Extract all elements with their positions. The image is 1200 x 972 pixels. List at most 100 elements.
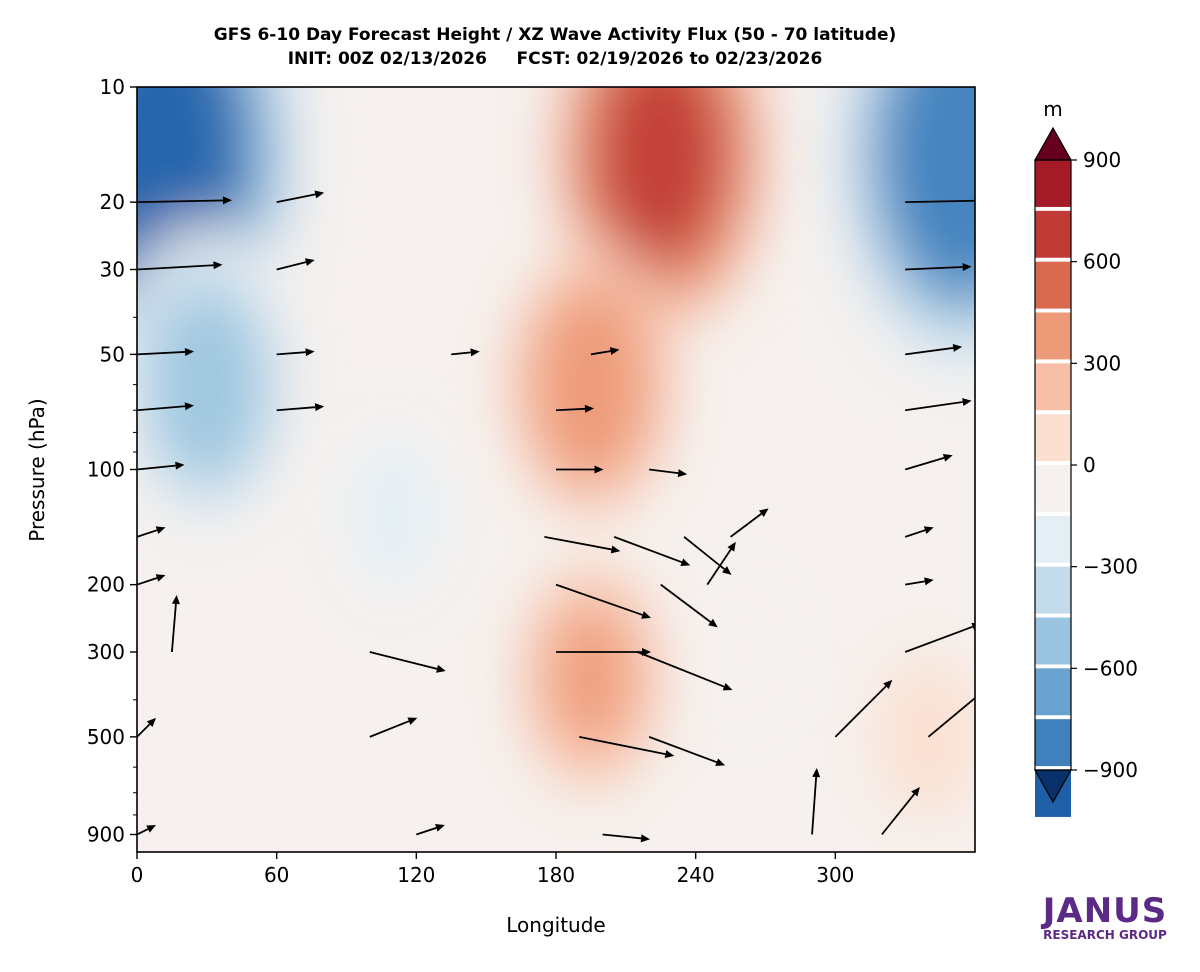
flux-vector (648, 468, 688, 478)
colorbar-tick-label: 600 (1083, 250, 1121, 274)
flux-vector (648, 736, 726, 766)
flux-vector-shaft (137, 199, 224, 204)
y-tick-label: 500 (87, 725, 125, 749)
flux-vector (555, 583, 651, 619)
flux-vector-shaft (904, 456, 945, 471)
flux-vector-head (184, 402, 194, 411)
flux-vector-head (435, 824, 445, 832)
y-axis-label: Pressure (hPa) (25, 398, 49, 541)
flux-vector-shaft (637, 651, 725, 688)
flux-vector (683, 536, 732, 575)
flux-vector-head (222, 196, 232, 205)
y-axis: 10 20 30 50 100 200 300 500 900 (87, 75, 137, 846)
flux-vector-head (812, 767, 821, 778)
x-tick-label: 120 (397, 863, 435, 887)
flux-vector (579, 735, 675, 759)
flux-vector-head (911, 786, 920, 797)
flux-vector-head (942, 454, 953, 462)
flux-vector-head (708, 618, 718, 628)
flux-vector-head (213, 261, 223, 270)
colorbar-bin (1035, 465, 1071, 512)
flux-vector-shaft (905, 347, 954, 356)
colorbar-bin (1035, 617, 1071, 665)
flux-vector-shaft (648, 468, 679, 475)
x-axis: 0 60 120 180 240 300 (131, 852, 854, 887)
flux-vector-head (722, 682, 733, 691)
colorbar-bin (1035, 515, 1071, 563)
flux-vector (276, 348, 315, 357)
flux-vector (544, 535, 621, 554)
flux-vector-head (976, 689, 985, 698)
colorbar-bin (1035, 719, 1071, 767)
flux-vector (276, 190, 325, 204)
y-tick-label: 100 (87, 458, 125, 482)
wave-flux-vectors (137, 190, 1000, 843)
flux-vector (137, 574, 166, 586)
flux-vector-shaft (811, 776, 818, 835)
flux-vector (613, 536, 691, 566)
colorbar-tick-label: −900 (1083, 758, 1138, 782)
flux-vector-head (146, 717, 156, 728)
flux-vector-shaft (834, 685, 887, 738)
flux-vector (905, 398, 972, 412)
flux-vector-head (991, 196, 1000, 204)
flux-vector-shaft (904, 625, 974, 653)
flux-vector-head (758, 508, 769, 517)
janus-logo: JANUS RESEARCH GROUP (1041, 891, 1167, 942)
flux-vector-shaft (171, 603, 177, 653)
flux-vector-shaft (555, 583, 643, 616)
flux-vector-shaft (904, 529, 926, 538)
flux-vector-shaft (602, 833, 642, 840)
anomaly-contour-1-3 (884, 87, 975, 287)
flux-vector-shaft (905, 401, 963, 412)
flux-vector (660, 583, 718, 628)
flux-vector (905, 343, 963, 356)
flux-vector-head (584, 404, 594, 413)
flux-vector (137, 461, 185, 471)
flux-vector-head (883, 679, 893, 690)
plot-area (136, 86, 1000, 853)
flux-vector-head (641, 611, 651, 619)
flux-vector-shaft (555, 407, 586, 412)
anomaly-contour-3-3 (352, 448, 434, 579)
flux-vector-head (962, 398, 972, 406)
flux-vector (137, 824, 156, 836)
flux-vector-shaft (544, 535, 612, 551)
flux-vector-shaft (683, 536, 726, 570)
flux-vector-shaft (137, 828, 149, 836)
colorbar-bin (1035, 668, 1071, 716)
flux-vector (276, 258, 315, 271)
flux-vector-shaft (905, 199, 975, 204)
flux-vector-head (594, 465, 604, 474)
flux-vector (905, 577, 934, 586)
flux-vector-shaft (590, 350, 611, 356)
x-tick-label: 0 (131, 863, 144, 887)
chart-title: GFS 6-10 Day Forecast Height / XZ Wave A… (214, 25, 897, 45)
anomaly-contour-2-3 (148, 288, 266, 481)
flux-vector-head (677, 469, 688, 478)
flux-vector-head (184, 347, 194, 356)
anomaly-contour-4-3 (711, 604, 773, 700)
flux-vector-head (664, 750, 675, 759)
colorbar-bin (1035, 261, 1071, 309)
flux-vector (556, 465, 604, 474)
flux-vector-shaft (660, 583, 712, 623)
flux-vector (904, 622, 975, 653)
flux-vector (706, 541, 736, 586)
x-tick-label: 60 (264, 863, 289, 887)
flux-vector-shaft (276, 261, 307, 271)
flux-vector-head (924, 577, 934, 586)
flux-vector (590, 347, 620, 356)
flux-vector-shaft (137, 264, 214, 271)
flux-vector-head (952, 343, 963, 352)
flux-vector-head (314, 403, 325, 412)
flux-vector (834, 679, 893, 738)
colorbar-bin (1035, 363, 1071, 411)
flux-vector-shaft (905, 580, 925, 586)
flux-vector-shaft (369, 651, 438, 670)
flux-vector (137, 402, 194, 412)
flux-vector (416, 824, 445, 836)
y-tick-label: 50 (100, 342, 125, 366)
flux-vector-shaft (276, 351, 306, 356)
colorbar-bin (1035, 210, 1071, 258)
